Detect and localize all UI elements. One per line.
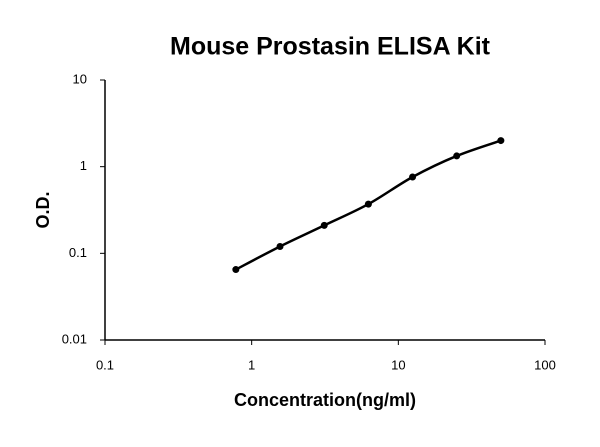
data-point <box>320 221 328 229</box>
y-axis-label: O.D. <box>33 191 53 228</box>
data-point <box>497 137 505 145</box>
data-point <box>364 200 372 208</box>
x-tick-label: 1 <box>248 357 255 372</box>
y-tick-label: 0.1 <box>69 245 87 260</box>
y-tick-label: 0.01 <box>62 331 87 346</box>
x-tick-label: 10 <box>391 357 405 372</box>
y-tick-label: 10 <box>73 71 87 86</box>
x-tick-label: 100 <box>534 357 556 372</box>
data-point <box>276 242 284 250</box>
x-tick-label: 0.1 <box>96 357 114 372</box>
chart-title: Mouse Prostasin ELISA Kit <box>170 33 491 61</box>
x-axis-label: Concentration(ng/ml) <box>234 390 416 410</box>
data-point <box>232 266 240 274</box>
data-point <box>453 152 461 160</box>
y-tick-label: 1 <box>80 158 87 173</box>
data-point <box>409 173 417 181</box>
